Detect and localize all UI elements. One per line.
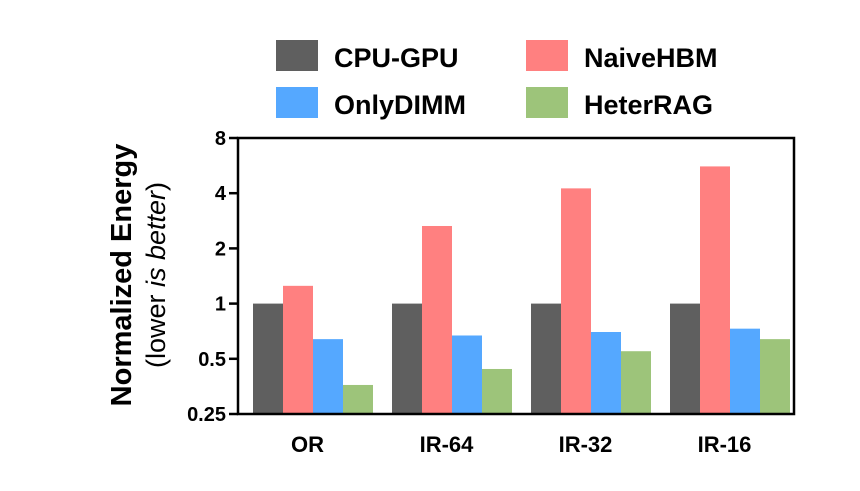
x-tick-labels: OR IR-64 IR-32 IR-16 [291,432,751,457]
axes [236,136,796,416]
bar-cpu-gpu-ir-64 [392,303,422,414]
legend-label: CPU-GPU [334,43,459,73]
bars [253,166,790,414]
bar-naivehbm-ir-32 [561,188,591,414]
legend: CPU-GPU NaiveHBM OnlyDIMM HeterRAG [276,40,718,120]
bar-cpu-gpu-or [253,303,283,414]
y-tick-label: 8 [215,128,226,150]
bar-cpu-gpu-ir-16 [670,303,700,414]
legend-label: OnlyDIMM [334,90,466,120]
bar-onlydimm-or [313,339,343,414]
y-tick-label: 0.25 [187,404,226,426]
y-ticks: 0.25 0.5 1 2 4 8 [187,128,238,426]
legend-swatch [276,87,318,118]
y-axis-label: Normalized Energy [106,144,138,407]
legend-label: HeterRAG [584,90,713,120]
bar-onlydimm-ir-64 [452,335,482,414]
y-tick-label: 4 [215,183,227,205]
bar-cpu-gpu-ir-32 [531,303,561,414]
legend-swatch [526,40,568,71]
bar-naivehbm-ir-64 [422,225,452,414]
plot-frame [236,136,796,416]
bar-naivehbm-or [283,285,313,414]
x-tick-label: IR-32 [559,432,613,457]
bar-onlydimm-ir-32 [591,332,621,414]
bar-heterrag-or [343,384,373,414]
bar-heterrag-ir-64 [482,368,512,414]
bar-naivehbm-ir-16 [700,166,730,414]
x-tick-label: IR-64 [420,432,475,457]
legend-swatch [526,87,568,118]
y-tick-label: 1 [215,294,226,316]
y-tick-label: 0.5 [198,349,226,371]
x-tick-label: OR [291,432,324,457]
y-axis-sublabel: (lower is better) [141,182,171,368]
y-axis-title: Normalized Energy (lower is better) [106,144,171,407]
legend-label: NaiveHBM [584,43,718,73]
y-tick-label: 2 [215,238,226,260]
bar-onlydimm-ir-16 [730,328,760,414]
bar-heterrag-ir-32 [621,351,651,414]
legend-swatch [276,40,318,71]
bar-heterrag-ir-16 [760,339,790,414]
x-tick-label: IR-16 [698,432,752,457]
